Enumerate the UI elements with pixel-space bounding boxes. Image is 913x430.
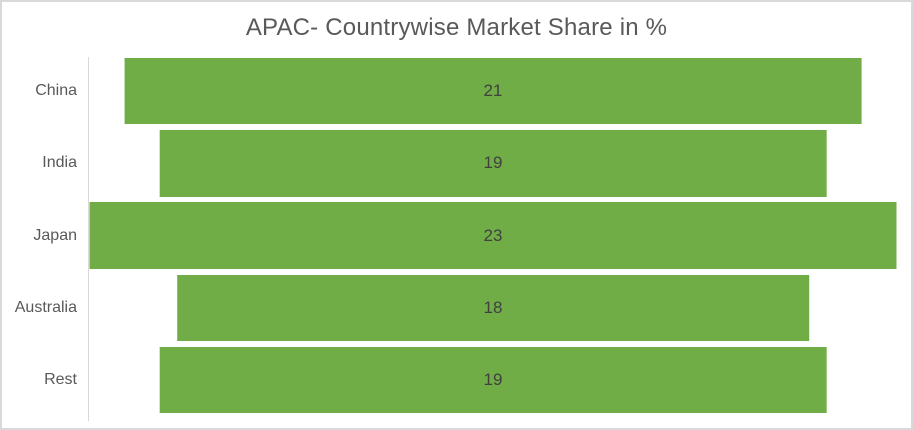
bar-row: China 21: [2, 58, 898, 125]
data-label: 21: [483, 81, 503, 101]
bar-track: 18: [88, 274, 898, 341]
data-label: 23: [483, 225, 503, 245]
bar-track: 19: [88, 346, 898, 414]
bar-track: 23: [88, 202, 898, 269]
category-label: Japan: [33, 226, 77, 244]
bar-india: 19: [159, 130, 827, 197]
data-label: 18: [483, 297, 503, 317]
category-label: Australia: [14, 298, 77, 316]
bar-rows: China 21 India 19 Japan 23 Australia 18 Rest 19: [2, 58, 898, 414]
bar-japan: 23: [89, 202, 897, 269]
bar-row: India 19: [2, 130, 898, 197]
bar-row: Japan 23: [2, 202, 898, 269]
category-label: India: [42, 154, 77, 172]
bar-track: 21: [88, 58, 898, 125]
data-label: 19: [483, 153, 503, 173]
category-label: Rest: [44, 370, 77, 388]
bar-row: Australia 18: [2, 274, 898, 341]
chart-title: APAC- Countrywise Market Share in %: [245, 14, 668, 41]
data-label: 19: [483, 369, 503, 389]
bar-row: Rest 19: [2, 346, 898, 414]
category-label: China: [35, 82, 77, 100]
bar-rest: 19: [159, 346, 827, 414]
category-axis-line: [88, 57, 89, 421]
bar-track: 19: [88, 130, 898, 197]
bar-australia: 18: [177, 274, 809, 341]
bar-china: 21: [124, 58, 862, 125]
